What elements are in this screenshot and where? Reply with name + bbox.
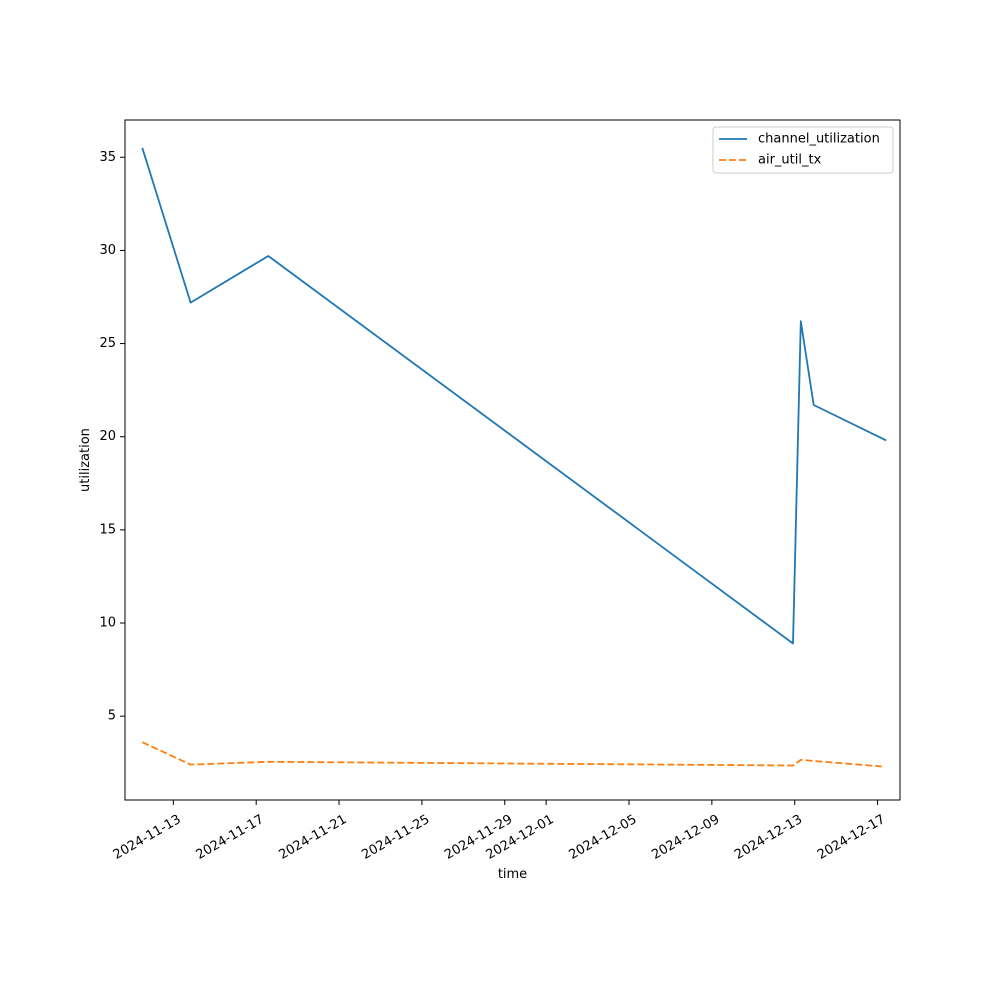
series-line-air-util-tx — [141, 741, 882, 768]
y-tick-label: 10 — [99, 616, 116, 631]
y-axis-label: utilization — [78, 428, 93, 492]
y-tick-label: 20 — [99, 429, 116, 444]
legend-label: channel_utilization — [758, 132, 880, 147]
series-line-channel-utilization — [141, 147, 887, 645]
y-tick-label: 5 — [108, 709, 116, 724]
series-layer — [141, 147, 887, 768]
y-tick-label: 35 — [99, 150, 116, 165]
y-axis: 5 10 15 20 25 30 35 — [99, 150, 125, 724]
x-axis-label: time — [498, 867, 527, 882]
legend-label: air_util_tx — [758, 153, 822, 168]
legend-box — [712, 126, 894, 174]
legend: channel_utilization air_util_tx — [712, 126, 894, 174]
plot-area-frame — [124, 119, 901, 801]
y-tick-label: 15 — [99, 522, 116, 537]
y-tick-label: 30 — [99, 243, 116, 258]
y-tick-label: 25 — [99, 336, 116, 351]
